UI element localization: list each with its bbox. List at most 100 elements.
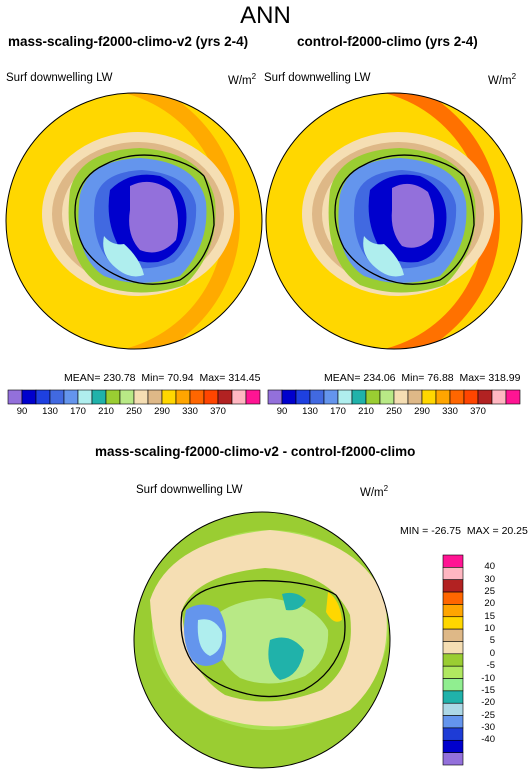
colorbar-tick-label: 25 bbox=[484, 586, 495, 598]
colorbar-swatch bbox=[189, 389, 205, 405]
colorbar-tick-label: 250 bbox=[126, 406, 142, 417]
panel-2-map-border bbox=[265, 92, 523, 350]
colorbar-tick-label: 330 bbox=[182, 406, 198, 417]
panel-3-title: mass-scaling-f2000-climo-v2 - control-f2… bbox=[95, 444, 416, 459]
panel-3-colorbar bbox=[442, 554, 464, 766]
colorbar-tick-label: 330 bbox=[442, 406, 458, 417]
colorbar-swatch bbox=[351, 389, 367, 405]
colorbar-tick-label: 20 bbox=[484, 598, 495, 610]
colorbar-tick-label: 170 bbox=[330, 406, 346, 417]
colorbar-swatch bbox=[133, 389, 149, 405]
colorbar-swatch bbox=[309, 389, 325, 405]
colorbar-swatch bbox=[442, 665, 464, 679]
colorbar-swatch bbox=[119, 389, 135, 405]
colorbar-tick-label: 210 bbox=[98, 406, 114, 417]
colorbar-tick-label: -15 bbox=[481, 684, 495, 696]
panel-2-variable-label: Surf downwelling LW bbox=[264, 72, 371, 84]
panel-1-map bbox=[6, 93, 262, 349]
colorbar-swatch bbox=[245, 389, 261, 405]
panel-1-title: mass-scaling-f2000-climo-v2 (yrs 2-4) bbox=[8, 34, 249, 49]
figure-title: ANN bbox=[240, 2, 291, 29]
colorbar-swatch bbox=[217, 389, 233, 405]
colorbar-tick-label: 210 bbox=[358, 406, 374, 417]
colorbar-swatch bbox=[442, 591, 464, 605]
colorbar-tick-label: 40 bbox=[484, 561, 495, 573]
panel-3-units: W/m2 bbox=[360, 484, 389, 499]
panel-1-variable-label: Surf downwelling LW bbox=[6, 72, 113, 84]
colorbar-tick-label: -30 bbox=[481, 721, 495, 733]
colorbar-swatch bbox=[442, 739, 464, 753]
colorbar-tick-label: -25 bbox=[481, 709, 495, 721]
colorbar-swatch bbox=[442, 727, 464, 741]
panel-2-map bbox=[266, 93, 522, 349]
colorbar-swatch bbox=[491, 389, 507, 405]
panel-2-stats: MEAN= 234.06 Min= 76.88 Max= 318.99 bbox=[324, 372, 521, 384]
colorbar-swatch bbox=[161, 389, 177, 405]
colorbar-swatch bbox=[421, 389, 437, 405]
colorbar-tick-label: -5 bbox=[486, 660, 495, 672]
colorbar-swatch bbox=[442, 554, 464, 568]
colorbar-swatch bbox=[442, 641, 464, 655]
colorbar-tick-label: 290 bbox=[154, 406, 170, 417]
colorbar-swatch bbox=[393, 389, 409, 405]
colorbar-swatch bbox=[442, 752, 464, 766]
panel-3-stats: MIN = -26.75 MAX = 20.25 bbox=[400, 525, 528, 537]
colorbar-swatch bbox=[231, 389, 247, 405]
panel-2-units: W/m2 bbox=[488, 72, 517, 87]
colorbar-swatch bbox=[477, 389, 493, 405]
colorbar-tick-label: 5 bbox=[489, 635, 495, 647]
colorbar-swatch bbox=[203, 389, 219, 405]
colorbar-swatch bbox=[77, 389, 93, 405]
panel-3-variable-label: Surf downwelling LW bbox=[136, 484, 243, 496]
colorbar-tick-label: -40 bbox=[481, 734, 495, 746]
colorbar-swatch bbox=[281, 389, 297, 405]
colorbar-tick-label: 90 bbox=[276, 406, 288, 417]
colorbar-swatch bbox=[442, 690, 464, 704]
colorbar-swatch bbox=[267, 389, 283, 405]
colorbar-tick-label: 0 bbox=[489, 647, 495, 659]
colorbar-swatch bbox=[442, 628, 464, 642]
colorbar-tick-label: 30 bbox=[484, 573, 495, 585]
colorbar-swatch bbox=[442, 653, 464, 667]
colorbar-swatch bbox=[442, 579, 464, 593]
colorbar-swatch bbox=[442, 702, 464, 716]
colorbar-swatch bbox=[442, 567, 464, 581]
panel-2-colorbar bbox=[267, 389, 521, 405]
colorbar-swatch bbox=[379, 389, 395, 405]
panel-1-stats: MEAN= 230.78 Min= 70.94 Max= 314.45 bbox=[64, 372, 261, 384]
colorbar-tick-label: 370 bbox=[210, 406, 226, 417]
colorbar-swatch bbox=[442, 604, 464, 618]
colorbar-swatch bbox=[463, 389, 479, 405]
colorbar-swatch bbox=[147, 389, 163, 405]
colorbar-swatch bbox=[91, 389, 107, 405]
colorbar-tick-label: -20 bbox=[481, 697, 495, 709]
colorbar-tick-label: 290 bbox=[414, 406, 430, 417]
colorbar-swatch bbox=[365, 389, 381, 405]
colorbar-swatch bbox=[442, 616, 464, 630]
colorbar-tick-label: -10 bbox=[481, 672, 495, 684]
colorbar-swatch bbox=[63, 389, 79, 405]
colorbar-tick-label: 370 bbox=[470, 406, 486, 417]
colorbar-tick-label: 170 bbox=[70, 406, 86, 417]
colorbar-swatch bbox=[337, 389, 353, 405]
panel-1-map-border bbox=[5, 92, 263, 350]
panel-2-title: control-f2000-climo (yrs 2-4) bbox=[297, 34, 478, 49]
colorbar-swatch bbox=[435, 389, 451, 405]
colorbar-tick-label: 15 bbox=[484, 610, 495, 622]
colorbar-swatch bbox=[35, 389, 51, 405]
colorbar-swatch bbox=[442, 715, 464, 729]
colorbar-swatch bbox=[105, 389, 121, 405]
panel-3-map-border bbox=[133, 511, 391, 769]
colorbar-swatch bbox=[49, 389, 65, 405]
colorbar-tick-label: 10 bbox=[484, 623, 495, 635]
colorbar-swatch bbox=[295, 389, 311, 405]
colorbar-tick-label: 250 bbox=[386, 406, 402, 417]
colorbar-swatch bbox=[175, 389, 191, 405]
colorbar-tick-label: 130 bbox=[42, 406, 58, 417]
panel-1-units: W/m2 bbox=[228, 72, 257, 87]
panel-3-map bbox=[134, 512, 390, 768]
colorbar-swatch bbox=[449, 389, 465, 405]
colorbar-swatch bbox=[505, 389, 521, 405]
colorbar-tick-label: 130 bbox=[302, 406, 318, 417]
